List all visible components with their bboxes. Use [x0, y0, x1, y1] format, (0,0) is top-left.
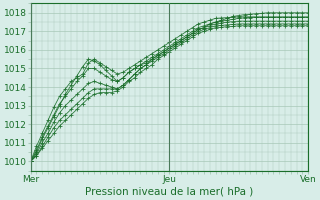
X-axis label: Pression niveau de la mer( hPa ): Pression niveau de la mer( hPa ) — [85, 187, 253, 197]
